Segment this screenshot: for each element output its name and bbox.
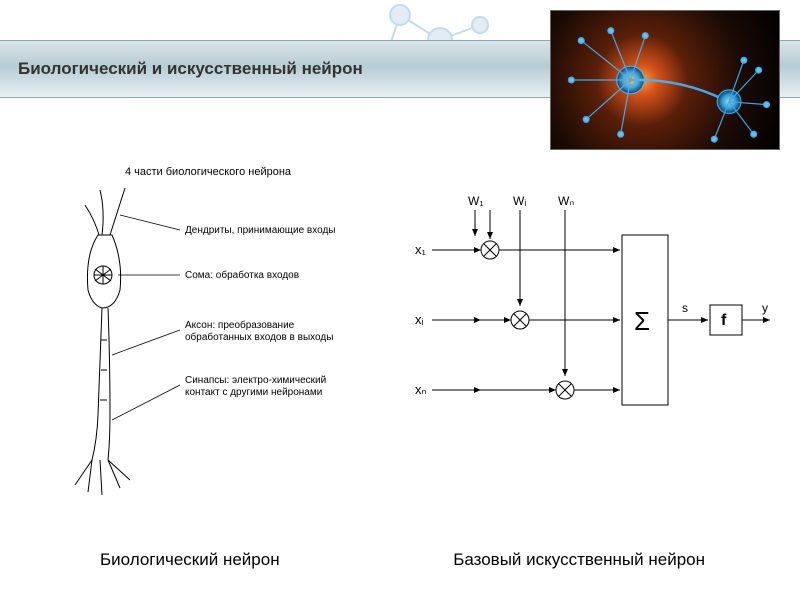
bio-label-axon-1: Аксон: преобразование: [185, 319, 295, 331]
neuron-glow-image: [550, 10, 780, 150]
func-label: f: [721, 312, 727, 329]
bio-label-synapse-2: контакт с другими нейронами: [185, 387, 322, 398]
bio-label-axon-2: обработанных входов в выходы: [185, 331, 333, 343]
input-x1: x₁: [415, 242, 427, 257]
page-title: Биологический и искусственный нейрон: [18, 59, 363, 79]
bio-title: 4 части биологического нейрона: [125, 166, 292, 178]
bio-label-dendrites: Дендриты, принимающие входы: [185, 225, 336, 236]
diagram-area: 4 части биологического нейрона: [0, 160, 800, 520]
caption-artificial: Базовый искусственный нейрон: [453, 550, 705, 570]
mult-node-1: [481, 241, 499, 259]
input-xi: xᵢ: [415, 312, 424, 327]
input-xn: xₙ: [415, 382, 427, 397]
output-y: y: [762, 301, 768, 315]
mult-node-2: [511, 311, 529, 329]
mult-node-3: [556, 381, 574, 399]
weight-wn: Wₙ: [558, 194, 574, 208]
sum-symbol: Σ: [634, 306, 650, 336]
weight-w1: W₁: [468, 194, 483, 208]
artificial-neuron-diagram: x₁ xᵢ xₙ W₁ Wᵢ Wₙ: [410, 170, 780, 470]
bio-label-synapse-1: Синапсы: электро-химический: [185, 375, 326, 386]
weight-wi: Wᵢ: [513, 194, 526, 208]
caption-biological: Биологический нейрон: [100, 550, 280, 570]
bio-label-soma: Сома: обработка входов: [185, 269, 299, 281]
biological-neuron-diagram: 4 части биологического нейрона: [30, 160, 400, 500]
output-s: s: [682, 301, 688, 315]
